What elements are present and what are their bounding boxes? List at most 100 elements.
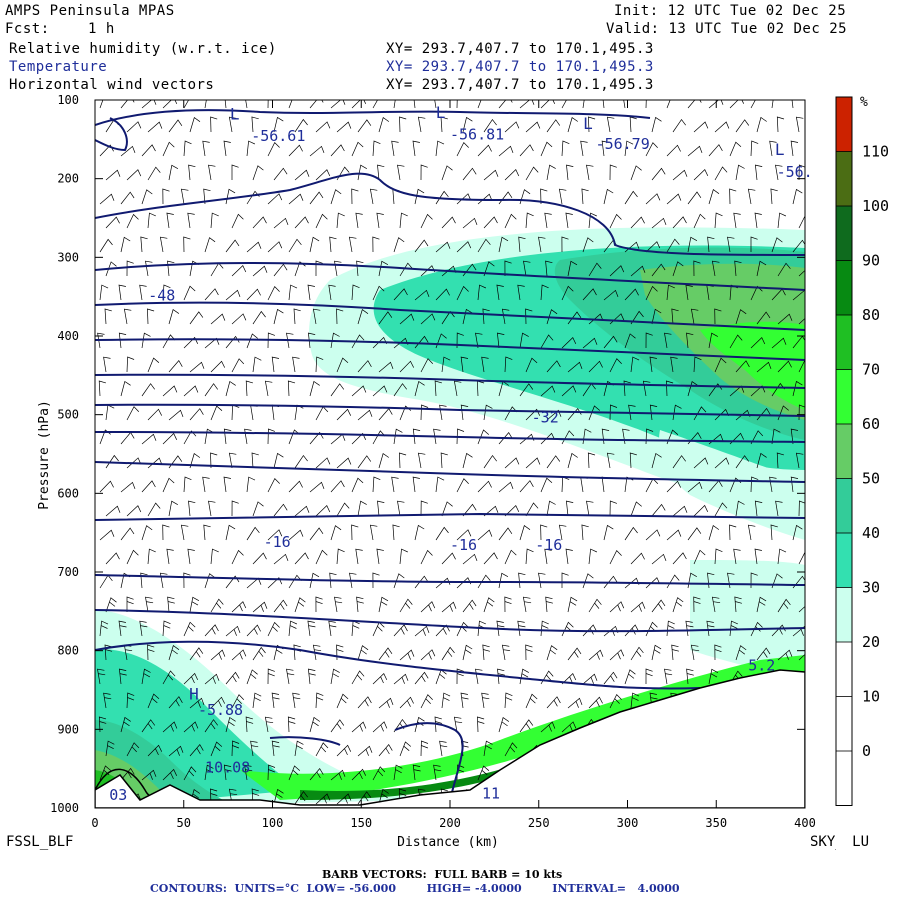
wind-barb <box>180 188 189 205</box>
wind-barb <box>267 529 283 541</box>
wind-barb <box>231 649 247 661</box>
wind-barb <box>329 236 337 253</box>
wind-barb <box>399 313 415 325</box>
wind-barb <box>357 309 369 325</box>
wind-barb <box>666 193 682 205</box>
terrain-surface <box>95 669 805 808</box>
wind-barb <box>147 693 160 709</box>
wind-barb <box>183 476 192 493</box>
wind-barb <box>399 452 407 469</box>
wind-barb <box>602 100 605 109</box>
wind-barb <box>351 768 367 781</box>
wind-barb <box>99 238 113 253</box>
wind-barb <box>414 239 429 253</box>
wind-barb <box>795 452 804 469</box>
wind-barb <box>97 332 105 349</box>
wind-barb <box>729 188 737 205</box>
wind-barb <box>204 428 214 445</box>
wind-barb <box>645 285 658 301</box>
wind-barb <box>294 790 308 805</box>
wind-barb <box>714 457 730 469</box>
temperature-contour <box>95 301 805 331</box>
wind-barb <box>666 429 679 445</box>
wind-barb <box>351 620 360 637</box>
wind-barb <box>498 481 514 493</box>
wind-barb <box>351 721 367 733</box>
wind-barb <box>672 118 686 133</box>
temperature-contour <box>95 403 805 417</box>
wind-barb <box>628 404 636 421</box>
wind-barb <box>580 476 588 493</box>
wind-barb <box>582 573 594 589</box>
wind-barb <box>460 356 469 373</box>
wind-barb <box>377 164 385 181</box>
wind-barb <box>126 596 134 612</box>
wind-barb <box>225 524 236 541</box>
wind-barb <box>755 164 763 181</box>
wind-barb <box>460 692 469 709</box>
wind-barb <box>561 721 577 733</box>
wind-barb <box>288 284 298 301</box>
wind-barb <box>378 788 389 805</box>
wind-barb <box>708 668 719 685</box>
wind-barb <box>399 548 408 565</box>
wind-barb <box>519 189 531 205</box>
wind-barb <box>372 285 385 301</box>
temperature-contour <box>269 736 341 746</box>
wind-barb <box>267 286 280 301</box>
wind-barb <box>735 119 750 133</box>
wind-barb <box>672 261 684 277</box>
wind-barb <box>231 358 245 373</box>
wind-barb <box>378 361 394 373</box>
wind-barb <box>651 644 662 661</box>
wind-barb <box>288 238 302 253</box>
wind-barb <box>168 409 184 421</box>
wind-barb <box>286 668 295 685</box>
wind-barb <box>456 285 469 301</box>
wind-barb <box>147 121 163 133</box>
wind-barb <box>588 116 596 133</box>
wind-barb <box>315 169 331 181</box>
wind-barb <box>267 142 280 157</box>
wind-barb <box>126 169 142 181</box>
wind-barb <box>623 100 626 109</box>
wind-barb <box>162 385 178 397</box>
wind-barb <box>792 188 803 205</box>
wind-barb <box>790 140 799 157</box>
wind-barb <box>252 216 267 229</box>
wind-barb <box>672 169 688 181</box>
wind-barb <box>567 452 578 469</box>
wind-barb <box>651 553 667 565</box>
wind-barb <box>187 548 195 565</box>
wind-barb <box>645 332 653 349</box>
wind-barb <box>630 501 642 517</box>
wind-barb <box>168 309 180 325</box>
wind-barb <box>145 596 154 613</box>
wind-barb <box>671 644 679 661</box>
wind-barb <box>776 452 784 469</box>
wind-barb <box>204 237 216 253</box>
wind-barb <box>378 260 389 277</box>
wind-barb <box>357 500 367 517</box>
wind-barb <box>288 765 301 781</box>
wind-barb <box>565 548 573 565</box>
wind-barb <box>336 357 349 373</box>
wind-barb <box>609 649 625 661</box>
wind-barb <box>225 289 241 301</box>
colorbar-swatch <box>836 151 852 206</box>
wind-barb <box>309 380 320 397</box>
wind-barb <box>567 361 583 373</box>
wind-barb <box>393 573 405 589</box>
wind-barb <box>126 549 139 565</box>
wind-barb <box>315 692 324 709</box>
wind-barb <box>456 668 464 685</box>
wind-barb <box>707 236 715 253</box>
wind-barb <box>645 193 661 205</box>
wind-barb <box>336 121 352 133</box>
wind-barb <box>246 190 260 205</box>
x-tick-label: 0 <box>91 816 98 830</box>
wind-barb <box>397 500 405 517</box>
wind-barb <box>267 764 276 781</box>
wind-barb <box>603 524 614 541</box>
